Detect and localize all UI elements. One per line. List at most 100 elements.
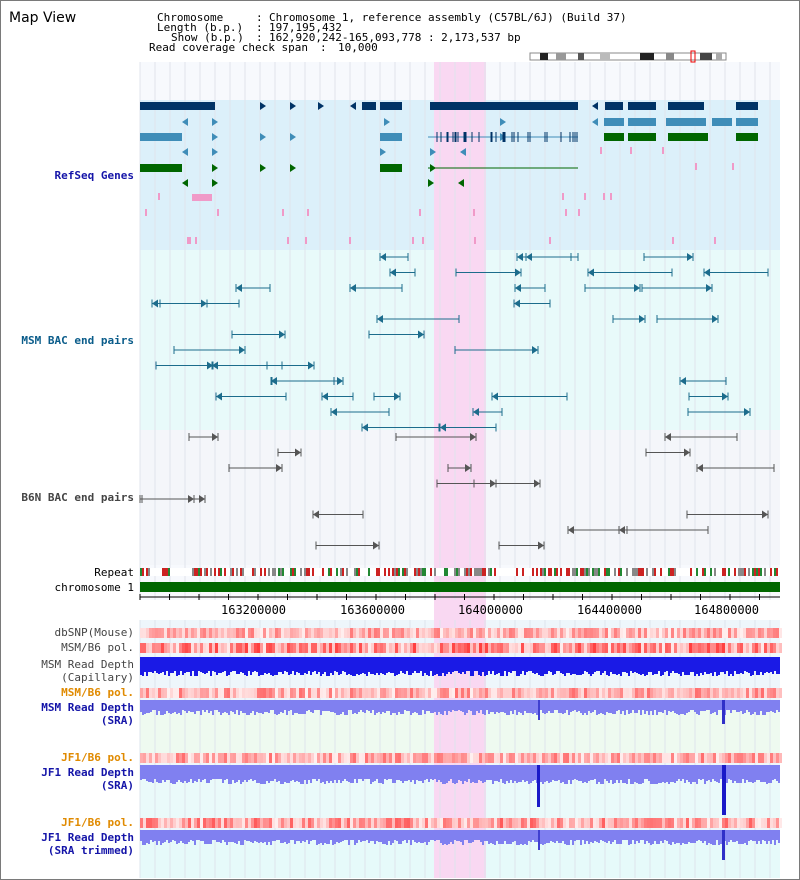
jf1-trim-depth-bar <box>532 830 534 840</box>
gene-arrow <box>182 148 188 156</box>
msm-capillary-depth-bar <box>386 657 388 673</box>
repeat-element <box>722 568 724 576</box>
jf1-b6-pol-cell <box>185 753 188 763</box>
repeat-element <box>274 568 276 576</box>
msm-sra-depth-bar <box>164 700 166 714</box>
track-label-jf1-b6-pol-1[interactable]: JF1/B6 pol. <box>61 751 134 764</box>
jf1-sra-depth-bar <box>288 765 290 783</box>
jf1-trim-depth-bar <box>640 830 642 840</box>
dbsnp-cell <box>749 628 752 638</box>
msm-capillary-depth-bar <box>396 657 398 675</box>
msm-b6-pol-cell <box>266 688 269 698</box>
jf1-b6-pol-cell <box>725 753 728 763</box>
jf1-b6-pol-cell <box>746 818 749 828</box>
msm-capillary-depth-bar <box>196 657 198 676</box>
jf1-trim-depth-bar <box>624 830 626 840</box>
jf1-sra-depth-bar <box>260 765 262 784</box>
msm-sra-depth-bar <box>432 700 434 713</box>
jf1-b6-pol-cell <box>662 818 665 828</box>
track-label-b6n-bac[interactable]: B6N BAC end pairs <box>21 491 134 504</box>
jf1-trim-depth-bar <box>458 830 460 841</box>
msm-b6-pol-cell <box>527 688 530 698</box>
dbsnp-cell <box>218 628 221 638</box>
msm-b6-pol-cell <box>422 643 425 653</box>
repeat-element <box>252 568 254 576</box>
jf1-b6-pol-cell <box>713 753 716 763</box>
msm-capillary-depth-bar <box>432 657 434 676</box>
dbsnp-cell <box>389 628 392 638</box>
jf1-sra-depth-bar <box>648 765 650 781</box>
msm-sra-depth-bar <box>632 700 634 710</box>
repeat-element <box>454 568 456 576</box>
msm-capillary-depth-bar <box>468 657 470 671</box>
jf1-b6-pol-cell <box>416 753 419 763</box>
jf1-sra-depth-bar <box>672 765 674 782</box>
track-label-jf1-depth-sra[interactable]: JF1 Read Depth <box>41 766 134 779</box>
jf1-sra-depth-bar <box>576 765 578 780</box>
jf1-b6-pol-cell <box>479 818 482 828</box>
track-label-msm-depth-sra[interactable]: MSM Read Depth <box>41 701 134 714</box>
track-label-msm-depth-cap[interactable]: MSM Read Depth <box>41 658 134 671</box>
dbsnp-cell <box>413 628 416 638</box>
track-label-jf1-b6-pol-2[interactable]: JF1/B6 pol. <box>61 816 134 829</box>
msm-sra-depth-bar <box>236 700 238 710</box>
track-label-msm-b6-pol-1[interactable]: MSM/B6 pol. <box>61 641 134 654</box>
track-label-msm-b6-pol-2[interactable]: MSM/B6 pol. <box>61 686 134 699</box>
msm-b6-pol-cell <box>395 643 398 653</box>
msm-b6-pol-cell <box>317 688 320 698</box>
msm-b6-pol-cell <box>641 643 644 653</box>
msm-b6-pol-cell <box>173 688 176 698</box>
jf1-b6-pol-cell <box>665 753 668 763</box>
jf1-b6-pol-cell <box>170 818 173 828</box>
msm-sra-depth-bar <box>282 700 284 713</box>
msm-capillary-depth-bar <box>232 657 234 671</box>
track-label-refseq[interactable]: RefSeq Genes <box>54 169 134 182</box>
msm-sra-depth-bar <box>672 700 674 711</box>
msm-sra-depth-bar <box>760 700 762 711</box>
dbsnp-cell <box>629 628 632 638</box>
jf1-b6-pol-cell <box>749 753 752 763</box>
track-label-dbsnp[interactable]: dbSNP(Mouse) <box>54 626 134 639</box>
jf1-sra-depth-bar <box>750 765 752 782</box>
msm-b6-pol-cell <box>509 688 512 698</box>
msm-sra-depth-bar <box>294 700 296 713</box>
track-label-jf1-depth-trim[interactable]: JF1 Read Depth <box>41 831 134 844</box>
dbsnp-cell <box>455 628 458 638</box>
msm-b6-pol-cell <box>374 688 377 698</box>
msm-capillary-depth-bar <box>654 657 656 674</box>
msm-sra-depth-bar <box>556 700 558 710</box>
jf1-trim-depth-bar <box>206 830 208 844</box>
msm-b6-pol-cell <box>473 643 476 653</box>
jf1-b6-pol-cell <box>245 818 248 828</box>
msm-b6-pol-cell <box>149 688 152 698</box>
msm-b6-pol-cell <box>572 688 575 698</box>
msm-sra-depth-bar <box>272 700 274 710</box>
b6n-bac-pair-arrow <box>538 541 544 550</box>
msm-capillary-depth-bar <box>550 657 552 672</box>
jf1-trim-depth-bar <box>344 830 346 840</box>
track-label-repeat[interactable]: Repeat <box>94 566 134 579</box>
jf1-b6-pol-cell <box>242 753 245 763</box>
jf1-sra-depth-bar <box>150 765 152 782</box>
jf1-trim-depth-bar <box>234 830 236 843</box>
jf1-b6-pol-cell <box>350 818 353 828</box>
track-label-chromosome[interactable]: chromosome 1 <box>54 581 134 594</box>
jf1-sra-depth-bar <box>330 765 332 781</box>
msm-capillary-depth-bar <box>140 657 142 675</box>
msm-b6-pol-cell <box>647 643 650 653</box>
jf1-trim-depth-bar <box>156 830 158 845</box>
pink-fragment <box>578 209 580 216</box>
jf1-sra-depth-bar <box>440 765 442 782</box>
jf1-trim-depth-bar <box>240 830 242 845</box>
jf1-trim-depth-bar <box>546 830 548 843</box>
track-label-msm-bac[interactable]: MSM BAC end pairs <box>21 334 134 347</box>
msm-b6-pol-cell <box>620 643 623 653</box>
msm-capillary-depth-bar <box>328 657 330 676</box>
msm-sra-depth-bar <box>204 700 206 712</box>
msm-capillary-depth-bar <box>476 657 478 671</box>
msm-b6-pol-cell <box>413 688 416 698</box>
msm-sra-depth-bar <box>600 700 602 713</box>
msm-b6-pol-cell <box>308 688 311 698</box>
msm-sra-depth-bar <box>720 700 722 710</box>
